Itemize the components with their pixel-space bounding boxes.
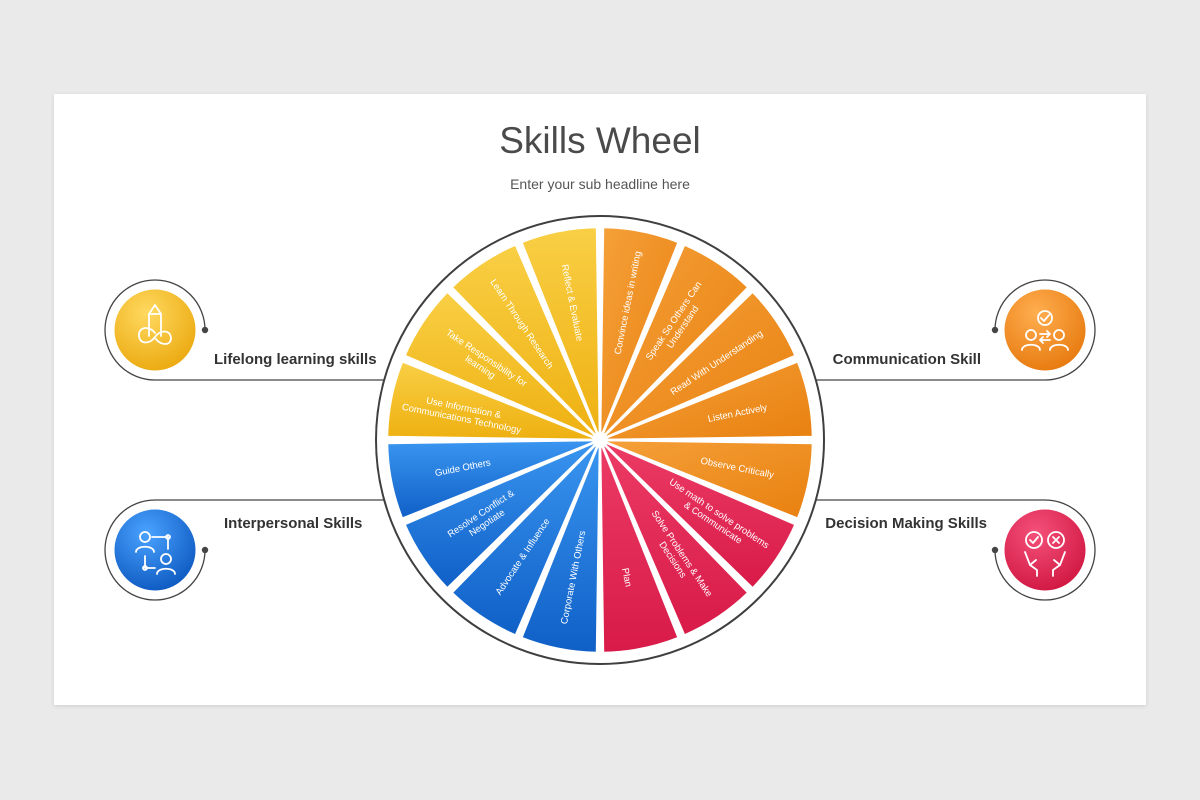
wheel-segment-label-8: Plan [619,567,633,588]
wheel-segment-16 [519,225,602,442]
wheel-segment-4 [598,359,815,442]
wheel-segment-2 [598,243,750,442]
wheel-segments: Convince ideas in writing Speak So Others… [385,225,815,655]
wheel-segment-1 [598,225,681,442]
wheel-segment-13 [385,359,602,442]
hands-check-cross-icon [1024,531,1066,577]
connector-lifelong [104,279,385,381]
wheel-segment-11 [403,438,602,590]
category-label-decision: Decision Making Skills [825,515,987,532]
wheel-segment-15 [450,243,602,442]
category-label-lifelong: Lifelong learning skills [214,351,377,368]
connector-dot-lifelong [201,326,209,334]
wheel-hub [592,432,608,448]
connector-interpersonal [104,499,385,601]
people-exchange-icon [1021,310,1069,351]
connector-dot-communication [991,326,999,334]
connector-decision [815,499,1096,601]
connector-communication [815,279,1096,381]
wheel-segment-10 [450,438,602,637]
page-subtitle: Enter your sub headline here [510,176,690,192]
page-title: Skills Wheel [499,120,701,161]
wheel-segment-6 [598,438,797,590]
wheel-segment-5 [598,438,815,521]
wheel-segment-8 [598,438,681,655]
connector-dot-interpersonal [201,546,209,554]
pencil-infinity-icon [138,304,172,345]
wheel-segment-3 [598,290,797,442]
category-label-communication: Communication Skill [832,351,981,368]
badge-communication [1001,286,1089,374]
wheel-segment-7 [598,438,750,637]
people-network-icon [135,531,176,575]
badge-interpersonal [111,506,199,594]
wheel-segment-14 [403,290,602,442]
wheel-segment-12 [385,438,602,521]
wheel-segment-9 [519,438,602,655]
badge-decision [1001,506,1089,594]
category-label-interpersonal: Interpersonal Skills [224,515,363,532]
connector-dot-decision [991,546,999,554]
badge-lifelong [111,286,199,374]
connector-lines [104,279,1096,601]
